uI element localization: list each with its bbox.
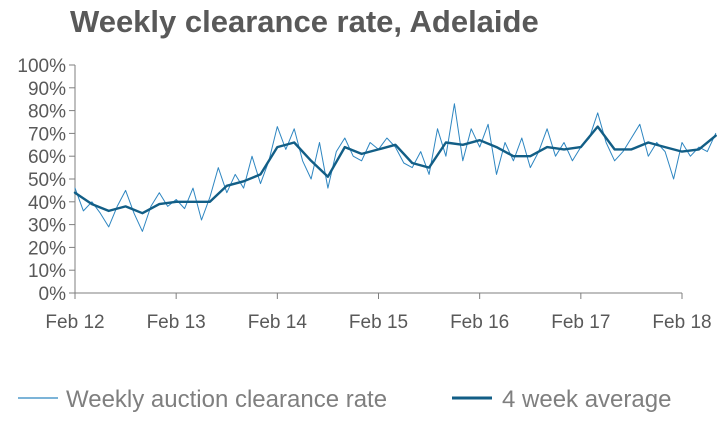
x-tick-label: Feb 12 <box>45 312 104 333</box>
legend-label: 4 week average <box>502 386 671 413</box>
y-tick-label: 20% <box>28 238 66 259</box>
series-line-4-week-average <box>73 125 717 215</box>
y-tick-label: 70% <box>28 124 66 145</box>
x-tick-label: Feb 17 <box>551 312 610 333</box>
chart-title: Weekly clearance rate, Adelaide <box>70 4 539 39</box>
y-tick-label: 30% <box>28 216 66 237</box>
x-tick-label: Feb 18 <box>652 312 711 333</box>
x-tick-label: Feb 15 <box>349 312 408 333</box>
y-tick-label: 60% <box>28 147 66 168</box>
x-tick-label: Feb 14 <box>248 312 308 333</box>
x-tick-label: Feb 16 <box>450 312 509 333</box>
y-tick-label: 90% <box>28 79 66 100</box>
y-tick-label: 80% <box>28 102 66 123</box>
y-tick-label: 40% <box>28 193 66 214</box>
y-tick-label: 10% <box>28 261 66 282</box>
y-tick-label: 50% <box>28 170 66 191</box>
legend-label: Weekly auction clearance rate <box>66 386 387 413</box>
x-tick-label: Feb 13 <box>147 312 206 333</box>
y-tick-label: 0% <box>39 284 67 305</box>
y-tick-label: 100% <box>17 56 66 77</box>
series-line-weekly-clearance <box>74 103 717 232</box>
